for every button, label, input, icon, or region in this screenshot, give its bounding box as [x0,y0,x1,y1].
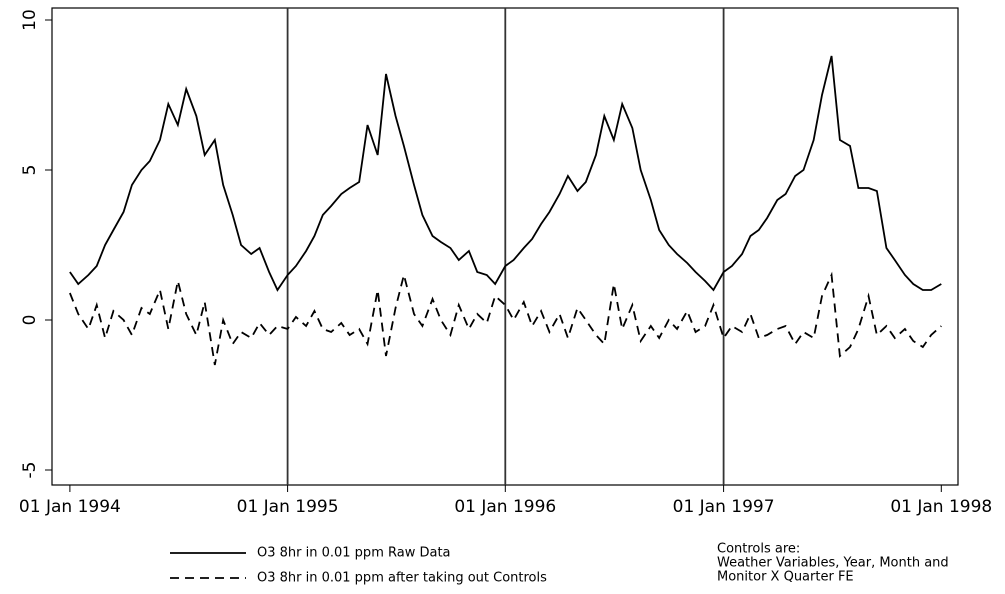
y-tick-label: 10 [20,9,40,31]
y-tick-label: 0 [20,315,40,326]
y-tick-label: 5 [20,165,40,176]
annotation: Monitor X Quarter FE [717,570,854,585]
x-tick-label: 01 Jan 1996 [454,497,556,517]
x-tick-label: 01 Jan 1994 [19,497,121,517]
series-line [69,55,942,292]
legend-label: O3 8hr in 0.01 ppm Raw Data [257,546,451,561]
annotation: Controls are: [717,542,800,557]
legend-label: O3 8hr in 0.01 ppm after taking out Cont… [257,571,547,586]
series-line [69,271,942,366]
annotation: Weather Variables, Year, Month and [717,556,949,571]
y-tick-label: -5 [20,462,40,479]
x-tick-label: 01 Jan 1995 [237,497,339,517]
x-tick-label: 01 Jan 1998 [890,497,992,517]
x-tick-label: 01 Jan 1997 [673,497,775,517]
